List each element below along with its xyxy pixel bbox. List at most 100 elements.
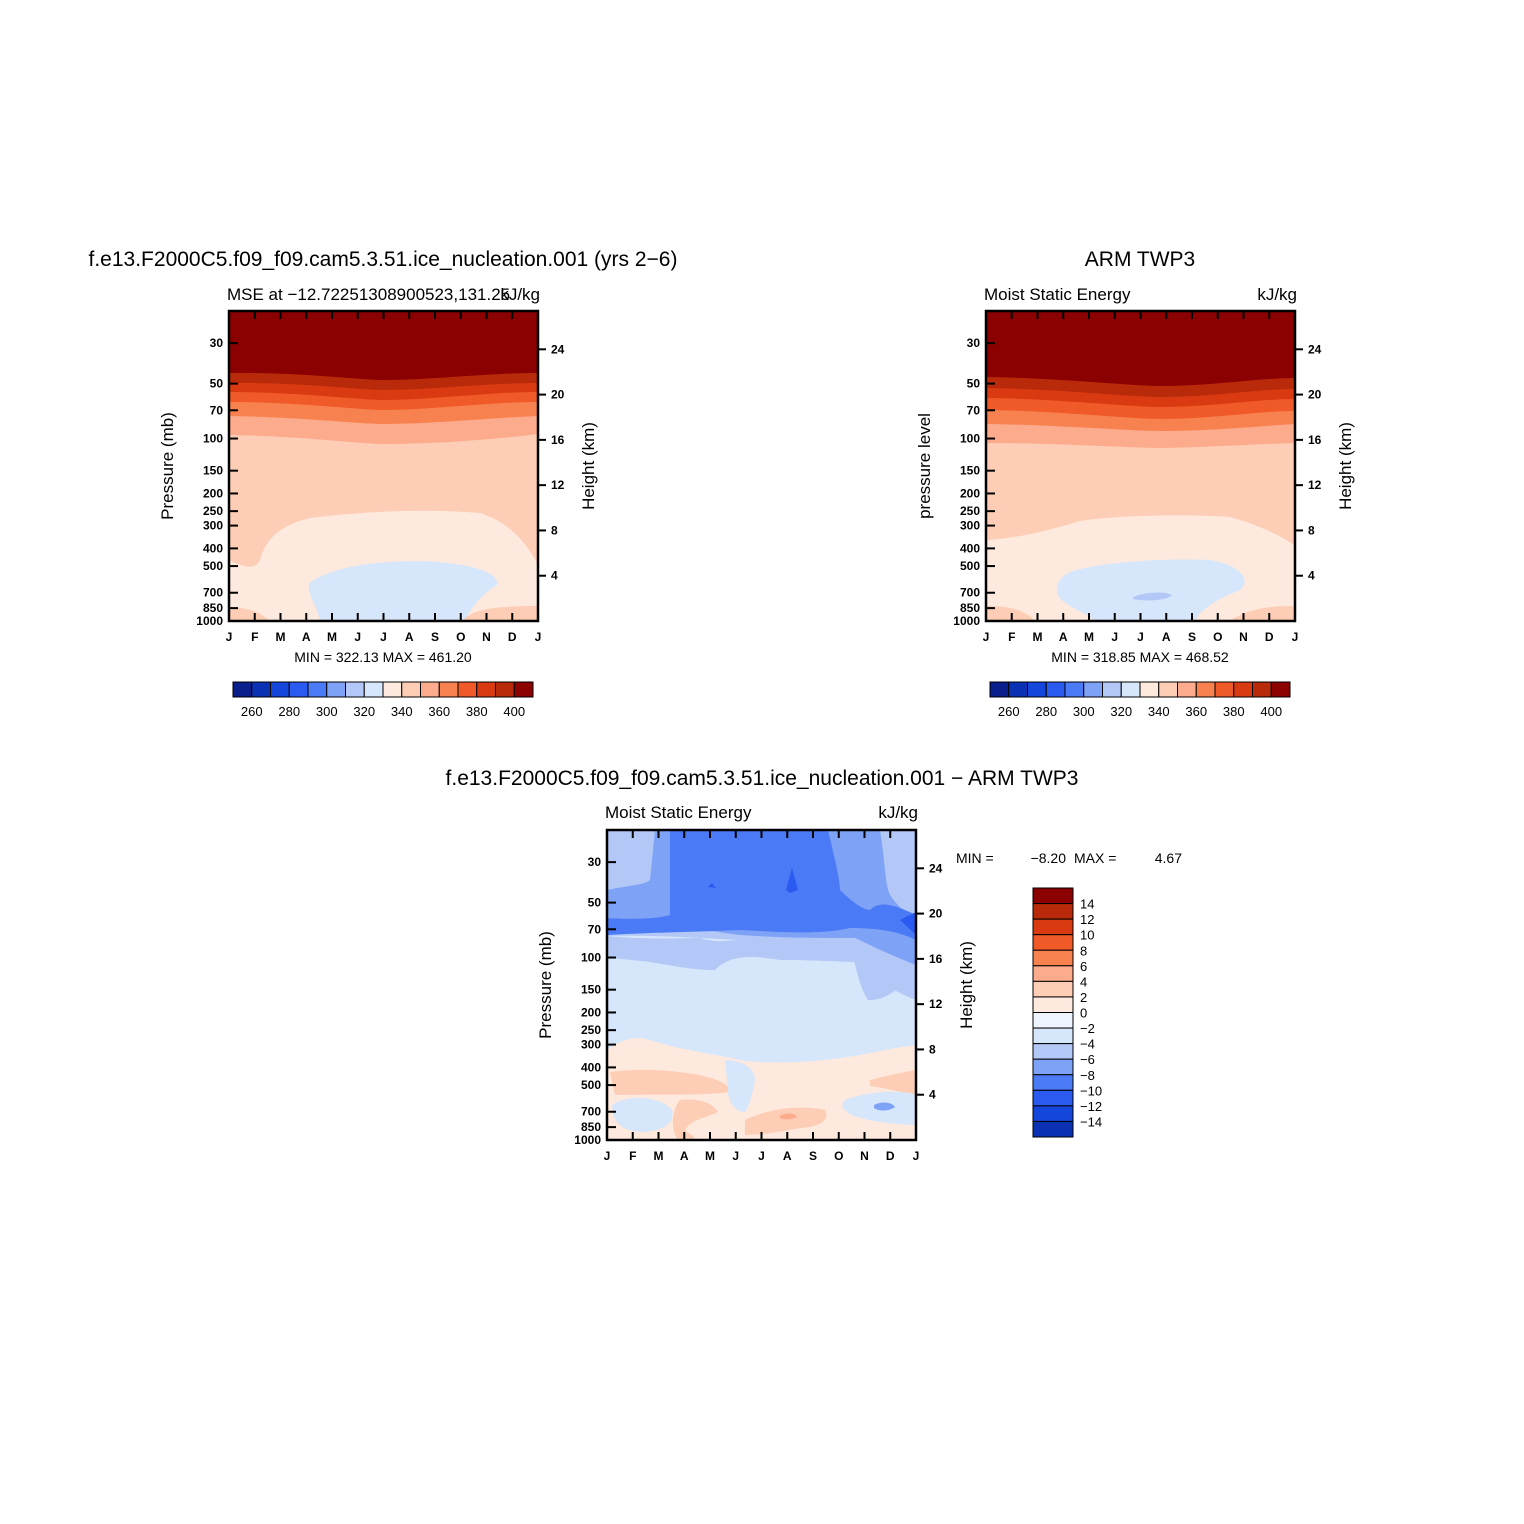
colorbar-box [1032,1089,1074,1107]
colorbar-box [1120,681,1141,698]
x-tick-label: A [1059,630,1068,644]
colorbar-label: 340 [1148,704,1170,719]
x-tick-label: A [1162,630,1171,644]
y-tick-label: 300 [203,519,223,533]
x-tick-label: J [732,1149,739,1163]
y2-tick-label: 8 [929,1042,936,1056]
colorbar-box [438,681,459,698]
x-tick-label: O [456,630,465,644]
y2-tick-label: 24 [551,342,565,356]
y2-tick-label: 12 [929,997,943,1011]
x-tick-label: S [809,1149,817,1163]
panel-obs-y2ticks: 4 8 12 16 20 24 [1295,342,1322,583]
panel-diff-ylabel: Pressure (mb) [536,931,555,1039]
colorbar-box [1032,1012,1074,1029]
y-tick-label: 700 [203,586,223,600]
colorbar-box [420,681,440,698]
y-tick-label: 30 [588,855,602,869]
colorbar-label: 360 [428,704,450,719]
y2-tick-label: 24 [929,861,943,875]
colorbar-box [363,681,384,698]
x-tick-label: S [431,630,439,644]
panel-obs-title: ARM TWP3 [1085,248,1195,271]
y-tick-label: 30 [967,336,981,350]
y-tick-label: 50 [967,377,981,391]
x-tick-label: O [1213,630,1222,644]
colorbar-box [1270,681,1291,698]
panel-obs-subtitle: Moist Static Energy [984,285,1131,304]
panel-obs-ylabel: pressure level [915,413,934,519]
colorbar-label: 10 [1080,928,1094,943]
colorbar-label: 300 [316,704,338,719]
colorbar-label: 6 [1080,959,1087,974]
panel-obs: ARM TWP3 Moist Static Energy kJ/kg 30 50 7… [915,248,1355,719]
panel-model: f.e13.F2000C5.f09_f09.cam5.3.51.ice_nucl… [89,248,678,719]
y2-tick-label: 4 [929,1088,936,1102]
panel-diff-title: f.e13.F2000C5.f09_f09.cam5.3.51.ice_nucl… [446,767,1079,790]
colorbar-box [1045,681,1066,698]
colorbar-label: 4 [1080,974,1087,989]
colorbar-box [476,681,496,698]
colorbar-box [1008,681,1028,698]
panel-diff-min-value: −8.20 [1031,850,1067,866]
panel-obs-minmax: MIN = 318.85 MAX = 468.52 [1051,649,1229,665]
x-tick-label: J [983,630,990,644]
panel-diff-max-label: MAX = [1074,850,1116,866]
x-tick-label: F [1008,630,1015,644]
y-tick-label: 850 [581,1120,601,1134]
panel-diff-subtitle: Moist Static Energy [605,803,752,822]
colorbar-label: −8 [1080,1068,1095,1083]
colorbar-box [401,681,421,698]
colorbar-label: −14 [1080,1114,1102,1129]
y-tick-label: 70 [210,403,224,417]
panel-model-minmax: MIN = 322.13 MAX = 461.20 [294,649,472,665]
colorbar-label: 260 [998,704,1020,719]
y-tick-label: 100 [203,432,223,446]
y2-tick-label: 4 [1308,569,1315,583]
colorbar-box [513,681,534,698]
colorbar-label: 400 [503,704,525,719]
y-tick-label: 300 [960,519,980,533]
y2-tick-label: 12 [1308,478,1322,492]
x-tick-label: J [1111,630,1118,644]
y-tick-label: 500 [581,1078,601,1092]
panel-model-y2ticks: 4 8 12 16 20 24 [538,342,565,583]
x-tick-label: J [380,630,387,644]
x-tick-label: J [913,1149,920,1163]
colorbar-box [1064,681,1085,698]
colorbar-label: −2 [1080,1021,1095,1036]
colorbar-box [1032,934,1074,951]
colorbar-label: −4 [1080,1037,1095,1052]
panel-obs-y2label: Height (km) [1336,422,1355,510]
colorbar-box [1032,918,1074,936]
colorbar-label: 400 [1260,704,1282,719]
x-tick-label: M [1084,630,1094,644]
colorbar-box [1032,965,1074,982]
panel-diff-min-label: MIN = [956,850,994,866]
colorbar-label: 360 [1185,704,1207,719]
colorbar-box [1032,1120,1074,1138]
x-tick-label: S [1188,630,1196,644]
colorbar-box [1032,1027,1074,1045]
panel-model-y2label: Height (km) [579,422,598,510]
colorbar-box [1032,980,1074,998]
colorbar-label: 2 [1080,990,1087,1005]
y-tick-label: 500 [203,559,223,573]
panel-model-title: f.e13.F2000C5.f09_f09.cam5.3.51.ice_nucl… [89,248,678,271]
y-tick-label: 200 [203,486,223,500]
colorbar-box [1177,681,1197,698]
x-tick-label: J [1292,630,1299,644]
x-tick-label: F [251,630,258,644]
panel-obs-contours [986,311,1295,621]
colorbar-label: 280 [278,704,300,719]
y-tick-label: 1000 [953,614,980,628]
x-tick-label: A [680,1149,689,1163]
colorbar-box [1233,681,1253,698]
colorbar-box [1158,681,1178,698]
colorbar-box [1139,681,1160,698]
colorbar-box [232,681,253,698]
colorbar-label: 280 [1035,704,1057,719]
